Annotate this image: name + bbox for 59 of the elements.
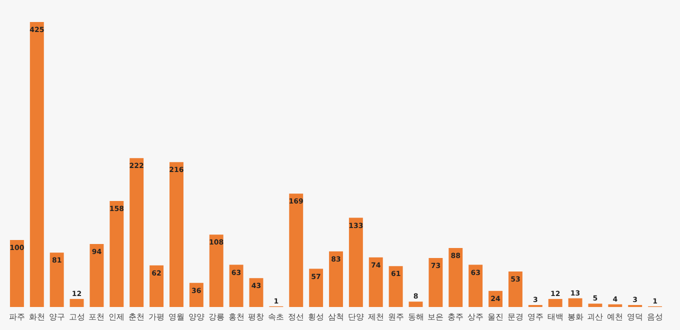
bar bbox=[130, 158, 144, 307]
x-tick-label: 괴산 bbox=[587, 312, 604, 322]
bar bbox=[30, 22, 44, 307]
x-tick-label: 충주 bbox=[448, 312, 464, 322]
x-tick-label: 인제 bbox=[108, 312, 125, 322]
bar bbox=[329, 251, 343, 307]
x-tick-label: 보은 bbox=[428, 312, 444, 322]
bar bbox=[110, 201, 124, 307]
x-tick-label: 영덕 bbox=[627, 312, 644, 322]
x-tick-label: 상주 bbox=[468, 312, 484, 322]
bar bbox=[209, 234, 224, 307]
bar bbox=[368, 257, 383, 307]
x-tick-label: 영주 bbox=[527, 312, 544, 322]
bar bbox=[468, 264, 483, 307]
x-tick-label: 정선 bbox=[288, 312, 304, 322]
x-tick-label: 울진 bbox=[488, 312, 504, 322]
bar bbox=[170, 162, 184, 307]
bar bbox=[309, 268, 324, 307]
x-tick-label: 문경 bbox=[507, 312, 524, 322]
x-tick-label: 홍천 bbox=[228, 312, 244, 322]
bar bbox=[568, 298, 582, 307]
bar bbox=[448, 248, 463, 307]
x-tick-label: 화천 bbox=[28, 312, 45, 322]
bar bbox=[70, 298, 84, 307]
x-tick-label: 고성 bbox=[68, 312, 85, 322]
x-tick-label: 단양 bbox=[348, 312, 364, 322]
x-tick-label: 평창 bbox=[248, 312, 264, 322]
x-tick-label: 동해 bbox=[408, 312, 424, 322]
x-tick-label: 포천 bbox=[88, 312, 105, 322]
x-tick-label: 원주 bbox=[388, 312, 404, 322]
x-tick-label: 파주 bbox=[8, 312, 25, 322]
x-tick-label: 춘천 bbox=[128, 312, 145, 322]
x-tick-label: 양구 bbox=[48, 312, 65, 322]
x-tick-label: 삼척 bbox=[328, 312, 344, 322]
bar bbox=[150, 265, 164, 307]
x-tick-label: 횡성 bbox=[308, 312, 324, 322]
x-tick-label: 양양 bbox=[188, 312, 204, 322]
x-tick-label: 음성 bbox=[647, 312, 664, 322]
x-tick-label: 예천 bbox=[607, 312, 624, 322]
x-tick-label: 제천 bbox=[368, 312, 384, 322]
x-tick-label: 가평 bbox=[148, 312, 165, 322]
bar bbox=[229, 264, 244, 307]
x-tick-label: 영월 bbox=[168, 312, 184, 322]
x-tick-label: 속초 bbox=[268, 312, 284, 322]
bar bbox=[10, 240, 24, 307]
bar bbox=[508, 271, 522, 307]
x-tick-label: 강릉 bbox=[208, 312, 224, 322]
bar bbox=[408, 302, 423, 307]
bar bbox=[428, 258, 443, 307]
x-tick-label: 태백 bbox=[547, 312, 564, 322]
bar bbox=[388, 266, 403, 307]
bar bbox=[348, 218, 363, 307]
bar bbox=[548, 298, 562, 307]
bar bbox=[289, 194, 304, 307]
bar bbox=[608, 304, 622, 307]
bar bbox=[90, 244, 104, 307]
bar bbox=[588, 304, 602, 307]
x-tick-label: 봉화 bbox=[567, 312, 584, 322]
bar bbox=[50, 252, 64, 307]
